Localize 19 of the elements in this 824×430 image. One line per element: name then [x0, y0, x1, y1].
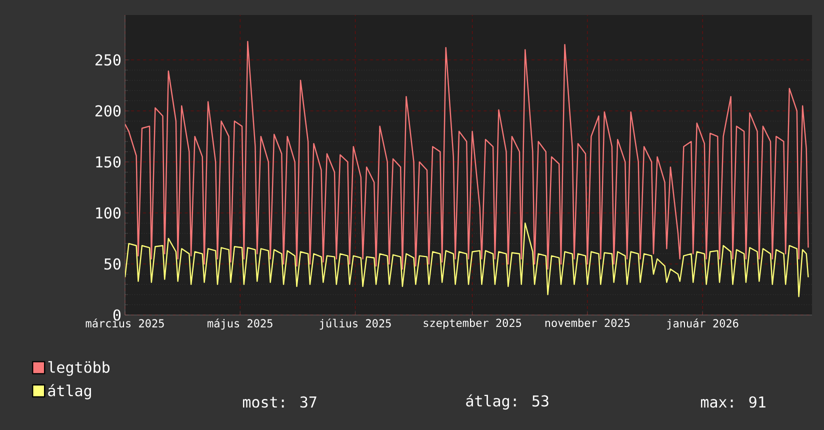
x-tick-label: január 2026 — [667, 318, 738, 330]
y-tick-label: 50 — [104, 258, 121, 270]
line-series — [125, 40, 809, 270]
y-tick-label: 250 — [96, 54, 121, 66]
y-tick-label: 100 — [96, 207, 121, 219]
x-tick-label: március 2025 — [86, 318, 164, 328]
text: max: 91 — [701, 396, 766, 408]
legend-label: legtöbb — [48, 361, 110, 376]
line-series — [125, 222, 809, 298]
y-tick-label: 0 — [113, 309, 121, 321]
text: most: 37 — [243, 396, 316, 408]
legend-label: átlag — [48, 384, 91, 400]
x-tick-label: július 2025 — [320, 318, 391, 330]
y-tick-label: 150 — [96, 156, 121, 168]
y-tick-label: 200 — [96, 105, 121, 117]
text: átlag: 53 — [466, 394, 548, 410]
x-tick-label: november 2025 — [545, 318, 630, 328]
x-tick-label: szeptember 2025 — [424, 318, 522, 330]
x-tick-label: május 2025 — [208, 318, 272, 330]
